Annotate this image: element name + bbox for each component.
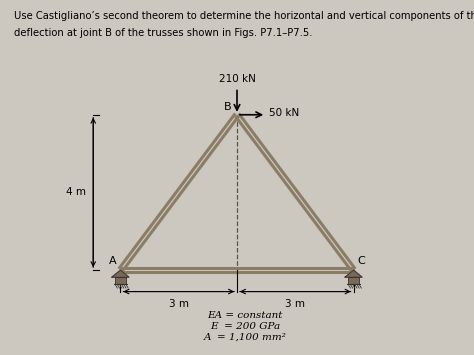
Text: 3 m: 3 m: [169, 299, 189, 308]
Text: A  = 1,100 mm²: A = 1,100 mm²: [203, 333, 286, 342]
Bar: [348, 277, 359, 284]
Text: 3 m: 3 m: [285, 299, 305, 308]
Bar: [115, 277, 126, 284]
Polygon shape: [345, 270, 362, 277]
Polygon shape: [112, 270, 129, 277]
Text: E  = 200 GPa: E = 200 GPa: [210, 322, 280, 331]
Text: 4 m: 4 m: [66, 187, 86, 197]
Text: EA = constant: EA = constant: [207, 311, 283, 320]
Text: Use Castigliano’s second theorem to determine the horizontal and vertical compon: Use Castigliano’s second theorem to dete…: [14, 11, 474, 21]
Text: C: C: [357, 256, 365, 266]
Text: 50 kN: 50 kN: [269, 108, 299, 118]
Text: 210 kN: 210 kN: [219, 75, 255, 84]
Text: A: A: [109, 256, 117, 266]
Text: B: B: [224, 102, 232, 111]
Text: deflection at joint B of the trusses shown in Figs. P7.1–P7.5.: deflection at joint B of the trusses sho…: [14, 28, 313, 38]
